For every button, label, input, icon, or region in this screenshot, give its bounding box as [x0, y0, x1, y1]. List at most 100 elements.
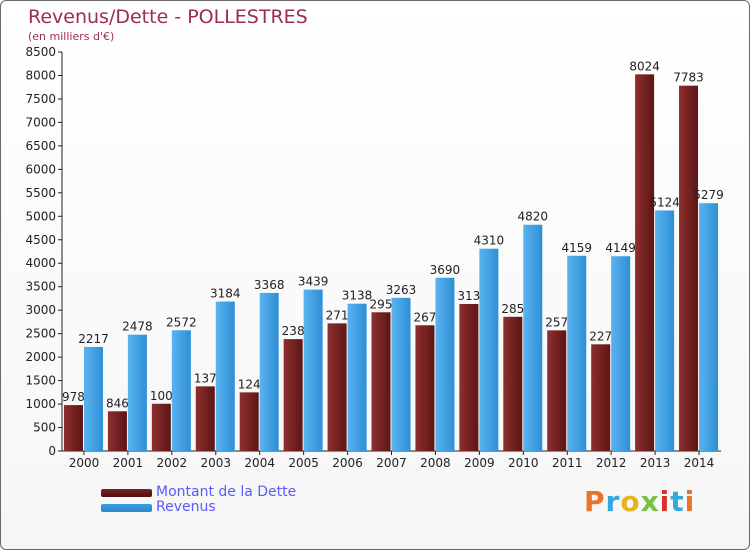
- dette-label-2000: 978: [62, 390, 85, 404]
- dette-bar-2001: [107, 411, 127, 451]
- dette-bar-2000: [63, 405, 83, 451]
- revenus-bar-2011: [567, 255, 587, 451]
- revenus-bar-2014: [699, 203, 719, 451]
- x-tick-label: 2010: [508, 456, 539, 470]
- y-tick-label: 0: [48, 444, 56, 458]
- revenus-bar-2006: [347, 303, 367, 451]
- x-tick-label: 2001: [113, 456, 144, 470]
- x-tick-label: 2009: [464, 456, 495, 470]
- y-tick-label: 4000: [25, 256, 56, 270]
- chart-subtitle: (en milliers d'€): [28, 30, 115, 43]
- revenus-bar-2004: [259, 292, 279, 451]
- revenus-bar-2003: [215, 301, 235, 451]
- revenus-bar-2005: [303, 289, 323, 451]
- y-tick-label: 5500: [25, 186, 56, 200]
- x-tick-label: 2012: [596, 456, 627, 470]
- revenus-bar-2009: [479, 248, 499, 451]
- dette-bar-2013: [635, 74, 655, 452]
- revenus-label-2014: 5279: [693, 188, 724, 202]
- revenus-label-2008: 3690: [430, 263, 461, 277]
- revenus-bar-2002: [171, 330, 191, 451]
- legend-label-dette: Montant de la Dette: [156, 484, 297, 500]
- dette-label-2001: 846: [106, 396, 129, 410]
- dette-bar-2002: [151, 403, 171, 451]
- dette-label-2008: 267: [413, 310, 436, 324]
- dette-bar-2011: [547, 330, 567, 451]
- revenus-label-2009: 4310: [474, 234, 505, 248]
- brand-letter: i: [659, 485, 671, 518]
- y-tick-label: 3000: [25, 303, 56, 317]
- dette-bar-2010: [503, 316, 523, 451]
- dette-label-2009: 313: [457, 289, 480, 303]
- revenus-bar-2010: [523, 224, 543, 451]
- revenus-label-2012: 4149: [605, 241, 636, 255]
- x-tick-label: 2006: [332, 456, 363, 470]
- dette-bar-2006: [327, 323, 347, 451]
- x-tick-label: 2007: [376, 456, 407, 470]
- dette-label-2014: 7783: [673, 71, 704, 85]
- revenus-label-2010: 4820: [518, 210, 549, 224]
- brand-letter: i: [684, 485, 696, 518]
- revenus-bar-2000: [83, 346, 103, 451]
- y-tick-label: 8000: [25, 68, 56, 82]
- x-tick-label: 2004: [244, 456, 275, 470]
- proxiti-logo: Proxiti: [584, 485, 695, 518]
- dette-bar-2007: [371, 312, 391, 451]
- brand-letter: P: [584, 485, 606, 518]
- y-tick-label: 1000: [25, 397, 56, 411]
- revenus-bar-2001: [127, 334, 147, 451]
- y-tick-label: 7000: [25, 115, 56, 129]
- revenus-label-2002: 2572: [166, 315, 197, 329]
- dette-label-2002: 100: [150, 389, 173, 403]
- dette-bar-2008: [415, 325, 435, 451]
- legend-swatch-dette: [101, 489, 152, 497]
- revenus-bar-2007: [391, 297, 411, 451]
- y-tick-label: 6000: [25, 162, 56, 176]
- dette-bar-2003: [195, 386, 215, 451]
- y-tick-label: 5000: [25, 209, 56, 223]
- revenus-label-2005: 3439: [298, 275, 329, 289]
- revenus-bar-2012: [611, 256, 631, 451]
- revenus-label-2004: 3368: [254, 278, 285, 292]
- dette-label-2004: 124: [238, 377, 261, 391]
- x-tick-label: 2011: [552, 456, 583, 470]
- brand-letter: r: [605, 485, 621, 518]
- dette-bar-2004: [239, 392, 259, 451]
- x-tick-label: 2002: [157, 456, 188, 470]
- dette-label-2005: 238: [282, 324, 305, 338]
- revenus-label-2006: 3138: [342, 289, 373, 303]
- brand-letter: x: [640, 485, 660, 518]
- x-tick-label: 2000: [69, 456, 100, 470]
- y-tick-label: 7500: [25, 92, 56, 106]
- revenus-label-2013: 5124: [649, 195, 680, 209]
- brand-letter: t: [670, 485, 685, 518]
- revenus-label-2007: 3263: [386, 283, 417, 297]
- dette-bar-2005: [283, 339, 303, 451]
- dette-label-2010: 285: [501, 302, 524, 316]
- revenus-label-2000: 2217: [78, 332, 109, 346]
- x-tick-label: 2013: [640, 456, 671, 470]
- x-tick-label: 2014: [684, 456, 715, 470]
- y-tick-label: 4500: [25, 233, 56, 247]
- revenus-bar-2013: [655, 210, 675, 451]
- x-tick-label: 2003: [200, 456, 231, 470]
- dette-label-2012: 227: [589, 329, 612, 343]
- dette-label-2003: 137: [194, 371, 217, 385]
- dette-bar-2014: [679, 85, 699, 451]
- revenus-label-2011: 4159: [561, 241, 592, 255]
- chart-title: Revenus/Dette - POLLESTRES: [28, 6, 308, 28]
- dette-label-2011: 257: [545, 315, 568, 329]
- dette-bar-2009: [459, 303, 479, 451]
- legend-swatch-revenus: [101, 504, 152, 512]
- revenus-label-2003: 3184: [210, 287, 241, 301]
- dette-label-2007: 295: [370, 297, 393, 311]
- y-tick-label: 1500: [25, 374, 56, 388]
- y-tick-label: 500: [33, 421, 56, 435]
- x-tick-label: 2005: [288, 456, 319, 470]
- brand-letter: o: [620, 485, 641, 518]
- y-tick-label: 6500: [25, 139, 56, 153]
- revenus-bar-2008: [435, 277, 455, 451]
- x-tick-label: 2008: [420, 456, 451, 470]
